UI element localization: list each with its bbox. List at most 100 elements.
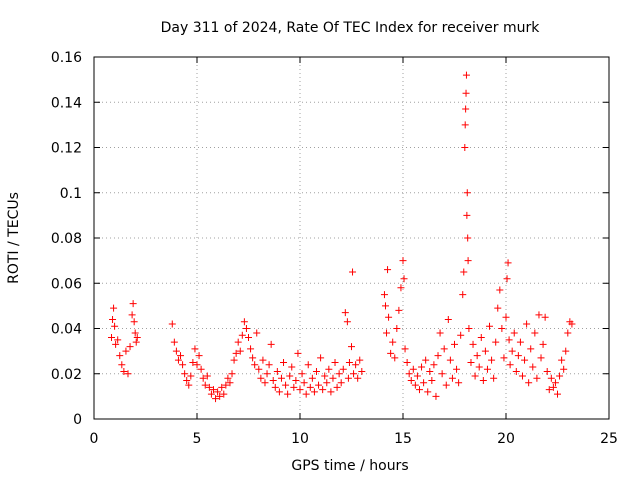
data-point-marker: [514, 352, 522, 360]
y-tick-label: 0: [73, 412, 82, 428]
data-point-marker: [344, 374, 352, 382]
data-point-marker: [430, 361, 438, 369]
data-point-marker: [130, 318, 138, 326]
data-point-marker: [415, 386, 423, 394]
data-point-marker: [554, 390, 561, 398]
data-point-marker: [277, 374, 285, 382]
data-point-marker: [551, 379, 559, 387]
data-point-marker: [442, 381, 450, 389]
data-point-marker: [531, 329, 539, 337]
data-point-marker: [108, 334, 116, 342]
data-point-marker: [302, 390, 310, 398]
data-point-marker: [498, 325, 506, 332]
data-point-marker: [418, 363, 426, 371]
data-point-marker: [189, 358, 197, 366]
data-point-marker: [432, 392, 440, 400]
data-point-marker: [240, 318, 248, 326]
data-point-marker: [448, 374, 456, 382]
data-point-marker: [315, 381, 323, 389]
data-point-marker: [310, 388, 318, 396]
y-axis-label: ROTI / TECUs: [6, 192, 22, 284]
data-point-marker: [341, 309, 349, 317]
x-axis-label: GPS time / hours: [291, 458, 408, 474]
data-point-marker: [460, 268, 468, 276]
data-point-marker: [488, 356, 496, 364]
data-point-marker: [560, 365, 568, 373]
data-point-marker: [535, 311, 543, 319]
data-point-marker: [358, 367, 366, 375]
y-axis-ticks: 0 0.02 0.04 0.06 0.08 0.1 0.12 0.14 0.16: [51, 50, 609, 428]
y-tick-label: 0.02: [51, 367, 82, 383]
data-point-marker: [543, 367, 551, 375]
data-point-marker: [128, 311, 136, 319]
x-tick-label: 5: [193, 431, 202, 447]
data-point-marker: [537, 354, 545, 362]
data-point-marker: [462, 89, 470, 97]
data-point-marker: [234, 338, 242, 346]
data-point-marker: [230, 356, 238, 364]
data-point-marker: [465, 325, 473, 332]
data-point-marker: [496, 286, 504, 294]
data-point-marker: [304, 361, 312, 369]
data-point-marker: [459, 291, 467, 299]
data-point-marker: [508, 347, 516, 355]
data-point-marker: [464, 257, 472, 265]
data-point-marker: [401, 345, 409, 353]
data-point-marker: [527, 345, 535, 353]
data-point-marker: [541, 313, 549, 321]
data-point-marker: [354, 374, 362, 382]
data-point-marker: [444, 315, 452, 323]
data-point-marker: [294, 349, 302, 357]
data-point-marker: [308, 374, 316, 382]
data-point-marker: [471, 372, 479, 380]
data-point-marker: [469, 340, 477, 348]
data-point-marker: [348, 343, 355, 351]
data-point-marker: [523, 320, 531, 328]
data-point-marker: [222, 381, 230, 389]
data-point-marker: [506, 361, 514, 369]
data-point-marker: [174, 356, 182, 364]
data-point-marker: [539, 340, 547, 348]
data-point-marker: [407, 377, 415, 385]
data-point-marker: [525, 379, 533, 387]
data-point-marker: [500, 354, 508, 362]
data-point-marker: [331, 358, 339, 366]
data-point-marker: [170, 338, 178, 346]
data-point-marker: [306, 383, 314, 391]
data-point-marker: [199, 374, 207, 382]
data-point-marker: [547, 374, 555, 382]
data-point-marker: [397, 284, 405, 292]
data-point-marker: [356, 356, 364, 364]
y-tick-label: 0.04: [51, 322, 82, 338]
data-points: [108, 71, 576, 403]
data-point-marker: [503, 275, 511, 283]
data-point-marker: [214, 388, 222, 396]
data-point-marker: [462, 71, 470, 79]
data-point-marker: [321, 372, 329, 380]
data-point-marker: [263, 370, 271, 378]
data-point-marker: [110, 304, 118, 312]
data-point-marker: [298, 370, 306, 378]
data-point-marker: [296, 386, 304, 394]
y-tick-label: 0.1: [60, 186, 82, 202]
data-point-marker: [516, 338, 524, 346]
data-point-marker: [352, 361, 360, 369]
y-tick-label: 0.16: [51, 50, 82, 66]
data-point-marker: [185, 381, 193, 389]
data-point-marker: [504, 259, 512, 267]
data-point-marker: [216, 392, 224, 400]
data-point-marker: [329, 374, 337, 382]
data-point-marker: [183, 377, 191, 385]
data-point-marker: [381, 302, 389, 310]
data-point-marker: [463, 189, 471, 197]
data-point-marker: [238, 331, 246, 339]
data-point-marker: [273, 367, 281, 375]
data-point-marker: [209, 386, 217, 394]
data-point-marker: [400, 275, 408, 283]
data-point-marker: [179, 361, 187, 369]
data-point-marker: [251, 361, 259, 369]
data-point-marker: [426, 367, 434, 375]
data-point-marker: [212, 395, 220, 403]
data-point-marker: [457, 331, 465, 339]
data-point-marker: [479, 377, 487, 385]
